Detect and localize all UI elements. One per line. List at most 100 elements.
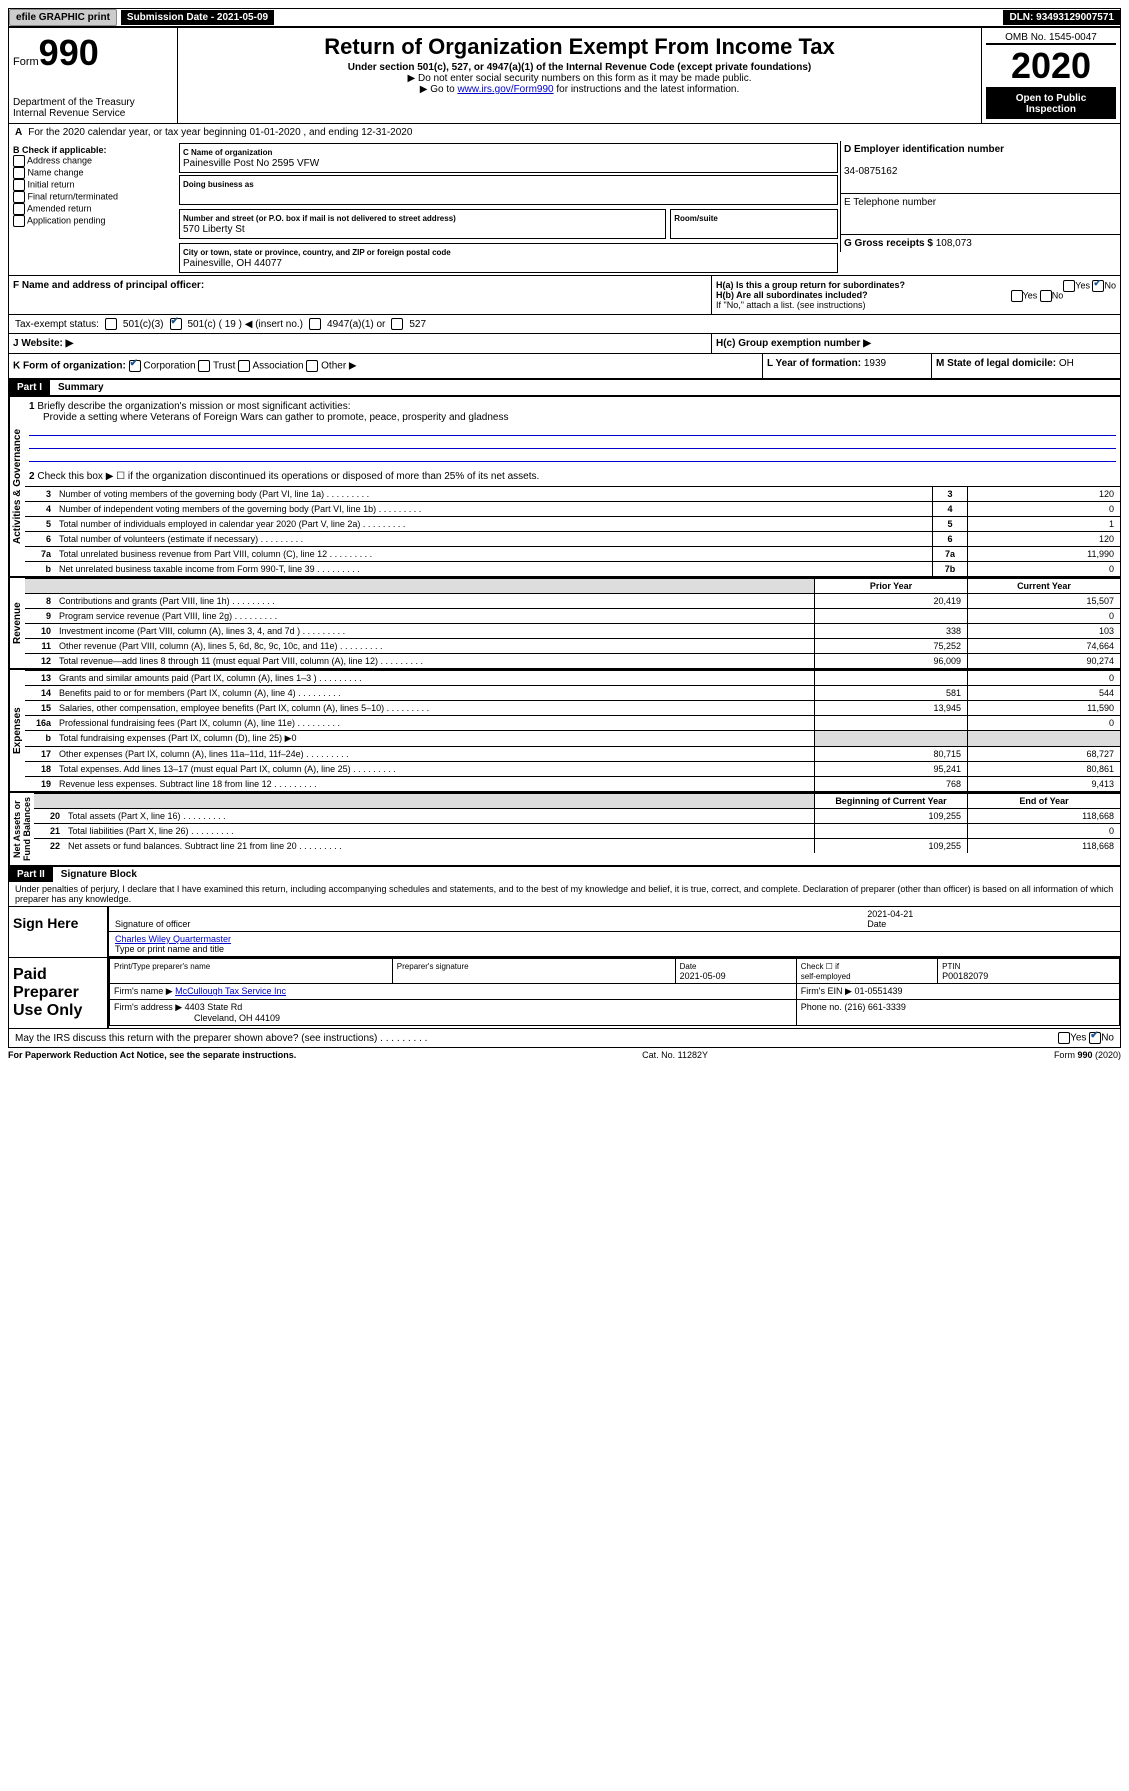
firm-addr2: Cleveland, OH 44109 (114, 1013, 280, 1023)
open-public: Open to Public Inspection (986, 89, 1116, 119)
prior-value: 109,255 (814, 839, 967, 853)
sign-here-label: Sign Here (9, 907, 107, 957)
dept-label: Department of the Treasury Internal Reve… (13, 97, 173, 119)
top-bar: efile GRAPHIC print Submission Date - 20… (8, 8, 1121, 27)
ein-label: D Employer identification number (844, 144, 1004, 155)
prior-value: 95,241 (814, 762, 967, 776)
checkbox[interactable] (13, 155, 25, 167)
footer-right: Form 990 (2020) (1054, 1050, 1121, 1060)
ein: 34-0875162 (844, 166, 897, 177)
current-value: 0 (967, 609, 1120, 623)
phone-label: E Telephone number (844, 197, 936, 208)
gov-label: Activities & Governance (9, 397, 25, 576)
line-desc: Professional fundraising fees (Part IX, … (55, 716, 814, 730)
firm-ein: 01-0551439 (854, 986, 902, 996)
firm-name: McCullough Tax Service Inc (175, 986, 286, 996)
section-a: For the 2020 calendar year, or tax year … (28, 127, 412, 138)
h-c: H(c) Group exemption number ▶ (716, 338, 871, 349)
current-value: 0 (967, 716, 1120, 730)
prior-year-header: Prior Year (814, 579, 967, 593)
domicile: OH (1059, 358, 1074, 369)
prior-value (814, 824, 967, 838)
part1-title: Summary (50, 380, 112, 395)
footer-mid: Cat. No. 11282Y (642, 1050, 708, 1060)
city-label: City or town, state or province, country… (183, 248, 451, 257)
perjury-text: Under penalties of perjury, I declare th… (9, 882, 1120, 906)
prior-value: 109,255 (814, 809, 967, 823)
current-value: 118,668 (967, 809, 1120, 823)
current-value: 9,413 (967, 777, 1120, 791)
line-value: 120 (967, 487, 1120, 501)
line-desc: Investment income (Part VIII, column (A)… (55, 624, 814, 638)
prep-date: 2021-05-09 (680, 971, 726, 981)
year-formation: 1939 (864, 358, 886, 369)
form-body: Form990 Department of the Treasury Inter… (8, 27, 1121, 1048)
paid-preparer-label: Paid Preparer Use Only (9, 958, 107, 1028)
line-desc: Net unrelated business taxable income fr… (55, 562, 932, 576)
tax-year: 2020 (986, 43, 1116, 89)
checkbox[interactable] (13, 203, 25, 215)
firm-addr1: 4403 State Rd (185, 1002, 243, 1012)
form-subtitle: Under section 501(c), 527, or 4947(a)(1)… (182, 62, 977, 73)
line-desc: Program service revenue (Part VIII, line… (55, 609, 814, 623)
current-value: 11,590 (967, 701, 1120, 715)
tax-status-label: Tax-exempt status: (15, 319, 99, 330)
prior-value: 20,419 (814, 594, 967, 608)
line-value: 0 (967, 502, 1120, 516)
line-desc: Grants and similar amounts paid (Part IX… (55, 671, 814, 685)
line-value: 1 (967, 517, 1120, 531)
prior-value: 75,252 (814, 639, 967, 653)
website-label: J Website: ▶ (13, 338, 73, 349)
part2-title: Signature Block (53, 867, 145, 882)
line-value: 11,990 (967, 547, 1120, 561)
room-label: Room/suite (674, 214, 718, 223)
line-desc: Net assets or fund balances. Subtract li… (64, 839, 814, 853)
current-value: 74,664 (967, 639, 1120, 653)
checkbox[interactable] (13, 215, 25, 227)
part1-header: Part I (9, 380, 50, 395)
form-title: Return of Organization Exempt From Incom… (182, 34, 977, 60)
line-desc: Revenue less expenses. Subtract line 18 … (55, 777, 814, 791)
checkbox[interactable] (13, 179, 25, 191)
line-desc: Total number of individuals employed in … (55, 517, 932, 531)
name-label: C Name of organization (183, 148, 272, 157)
line-value: 120 (967, 532, 1120, 546)
h-b: H(b) Are all subordinates included? Yes … (716, 290, 1116, 300)
firm-phone: (216) 661-3339 (844, 1002, 906, 1012)
line-desc: Contributions and grants (Part VIII, lin… (55, 594, 814, 608)
line-desc: Total fundraising expenses (Part IX, col… (55, 731, 814, 746)
efile-button[interactable]: efile GRAPHIC print (9, 9, 117, 26)
mission-label: Briefly describe the organization's miss… (37, 401, 350, 412)
line-desc: Total assets (Part X, line 16) (64, 809, 814, 823)
line-desc: Other revenue (Part VIII, column (A), li… (55, 639, 814, 653)
form-org-label: K Form of organization: (13, 361, 126, 372)
line-desc: Total revenue—add lines 8 through 11 (mu… (55, 654, 814, 668)
prior-value: 13,945 (814, 701, 967, 715)
footer-left: For Paperwork Reduction Act Notice, see … (8, 1050, 296, 1060)
org-name: Painesville Post No 2595 VFW (183, 158, 319, 169)
prior-value: 581 (814, 686, 967, 700)
gross-value: 108,073 (936, 238, 972, 249)
checkbox[interactable] (13, 167, 25, 179)
prior-value: 80,715 (814, 747, 967, 761)
prior-value (814, 671, 967, 685)
checkbox[interactable] (13, 191, 25, 203)
gross-label: G Gross receipts $ (844, 238, 933, 249)
line-desc: Total liabilities (Part X, line 26) (64, 824, 814, 838)
current-value: 80,861 (967, 762, 1120, 776)
current-value: 0 (967, 671, 1120, 685)
irs-link[interactable]: www.irs.gov/Form990 (457, 84, 553, 95)
mission-text: Provide a setting where Veterans of Fore… (29, 412, 508, 423)
sign-date: 2021-04-21 (867, 909, 913, 919)
line-2: Check this box ▶ ☐ if the organization d… (37, 471, 539, 482)
netassets-label: Net Assets orFund Balances (9, 793, 34, 865)
current-value: 0 (967, 824, 1120, 838)
line-desc: Number of independent voting members of … (55, 502, 932, 516)
current-year-header: Current Year (967, 579, 1120, 593)
ptin: P00182079 (942, 971, 988, 981)
section-b: B Check if applicable: Address change Na… (9, 141, 177, 275)
city: Painesville, OH 44077 (183, 258, 282, 269)
submission-date: Submission Date - 2021-05-09 (121, 10, 274, 25)
revenue-label: Revenue (9, 578, 25, 668)
note-ssn: ▶ Do not enter social security numbers o… (182, 73, 977, 84)
